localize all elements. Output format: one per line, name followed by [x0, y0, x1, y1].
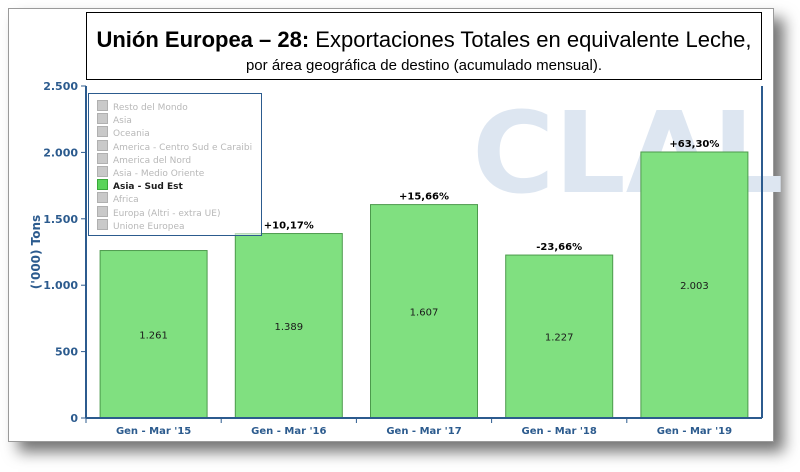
- legend-item[interactable]: Europa (Altri - extra UE): [97, 205, 221, 219]
- bar-value-label: 1.227: [545, 333, 574, 344]
- legend-item[interactable]: Asia - Medio Oriente: [97, 166, 205, 179]
- legend-label: Africa: [113, 195, 139, 206]
- legend-label: Europa (Altri - extra UE): [113, 208, 221, 219]
- bar-value-label: 1.389: [274, 322, 303, 333]
- legend-item[interactable]: Oceania: [97, 126, 150, 140]
- chart-title-box: Unión Europea – 28: Exportaciones Totale…: [86, 12, 762, 80]
- legend-item[interactable]: America - Centro Sud e Caraibi: [97, 139, 253, 153]
- legend-item[interactable]: Africa: [97, 192, 139, 206]
- y-tick-label: 0: [70, 412, 78, 425]
- legend-swatch: [97, 126, 108, 138]
- bar-value-label: 1.261: [139, 330, 168, 341]
- legend-swatch: [97, 166, 108, 177]
- legend-swatch: [97, 218, 108, 230]
- legend-label: Asia - Medio Oriente: [113, 169, 205, 179]
- x-tick-label: Gen - Mar '18: [522, 426, 597, 437]
- chart-title-rest: Exportaciones Totales en equivalente Lec…: [309, 27, 752, 52]
- bar-change-label: -23,66%: [536, 242, 582, 253]
- legend-item[interactable]: Resto del Mondo: [97, 100, 188, 113]
- legend-swatch: [97, 179, 108, 191]
- legend-swatch: [97, 100, 108, 111]
- legend-swatch: [97, 113, 108, 125]
- y-tick-label: 500: [55, 346, 78, 359]
- bar: [234, 233, 343, 419]
- legend-item[interactable]: America del Nord: [97, 152, 192, 166]
- bar-change-label: +10,17%: [264, 221, 314, 232]
- x-tick-label: Gen - Mar '19: [657, 426, 732, 437]
- chart-legend: Resto del Mondo Asia Oceania America - Cent…: [88, 93, 262, 236]
- legend-item[interactable]: Asia: [97, 113, 132, 127]
- chart-title-bold: Unión Europea – 28:: [96, 27, 310, 52]
- bar: [370, 204, 478, 419]
- x-tick-label: Gen - Mar '15: [116, 426, 191, 437]
- legend-item[interactable]: Unione Europea: [97, 218, 185, 232]
- x-tick-label: Gen - Mar '17: [386, 426, 461, 437]
- legend-swatch: [97, 192, 108, 204]
- legend-label: America - Centro Sud e Caraibi: [113, 142, 253, 153]
- y-tick-label: 1.500: [43, 213, 78, 226]
- legend-label: Asia - Sud Est: [113, 182, 183, 193]
- legend-item[interactable]: Asia - Sud Est: [97, 179, 183, 193]
- legend-swatch: [97, 139, 108, 151]
- y-axis-label: ('000) Tons: [29, 215, 43, 289]
- bar-value-label: 1.607: [410, 307, 439, 318]
- legend-label: Oceania: [113, 129, 150, 140]
- bar-change-label: +15,66%: [399, 192, 449, 203]
- legend-swatch: [97, 205, 108, 217]
- legend-label: Asia: [113, 116, 132, 127]
- y-tick-label: 2.000: [43, 146, 78, 159]
- legend-swatch: [97, 152, 108, 164]
- legend-label: Unione Europea: [113, 221, 185, 232]
- bar-change-label: +63,30%: [669, 139, 719, 150]
- legend-label: Resto del Mondo: [113, 103, 188, 113]
- bar-value-label: 2.003: [680, 281, 709, 292]
- chart-title: Unión Europea – 28: Exportaciones Totale…: [87, 27, 761, 53]
- legend-label: America del Nord: [113, 155, 192, 166]
- bar: [99, 250, 208, 419]
- y-tick-label: 1.000: [43, 279, 78, 292]
- chart-subtitle: por área geográfica de destino (acumulad…: [245, 57, 603, 74]
- x-tick-label: Gen - Mar '16: [251, 426, 326, 437]
- y-tick-label: 2.500: [43, 80, 78, 93]
- bar: [640, 151, 749, 419]
